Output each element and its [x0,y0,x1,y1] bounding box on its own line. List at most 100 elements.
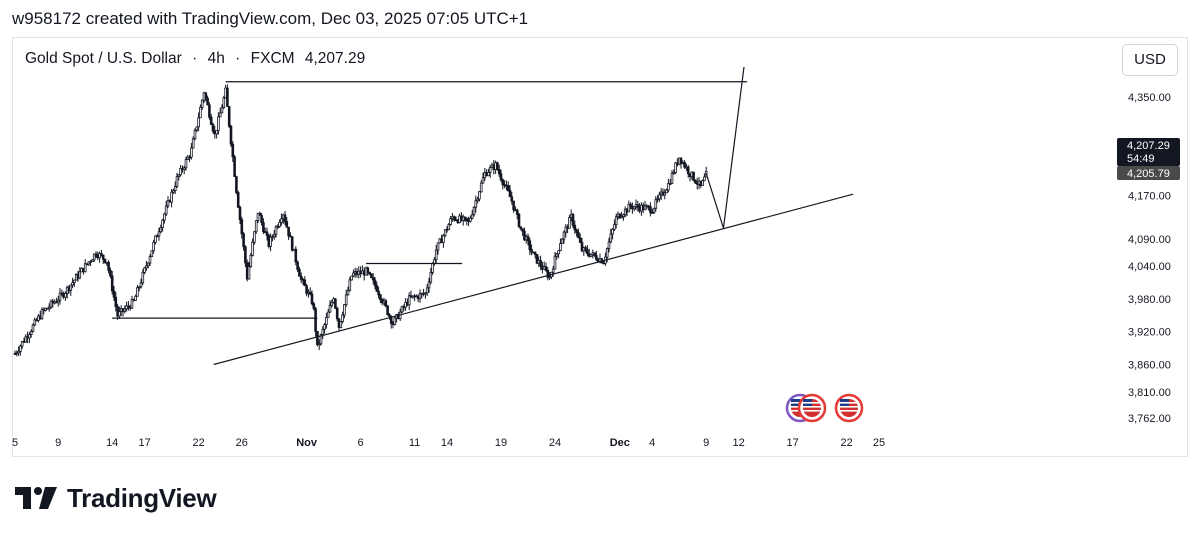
candle-body [150,250,154,257]
candle-body [469,217,472,222]
price-tick-label: 4,040.00 [1128,261,1171,273]
candle-body [98,253,101,259]
candle-body [195,126,199,131]
candle-body [64,293,67,298]
flag-stripe [803,410,821,412]
logo-text: TradingView [67,482,217,513]
price-tick-label: 3,860.00 [1128,360,1171,372]
candle-body [112,290,116,298]
candle-body [40,309,44,319]
currency-button[interactable]: USD [1122,44,1178,76]
candle-body [544,266,548,271]
tradingview-logo[interactable]: TradingView [15,482,217,513]
candle-body [314,308,317,332]
candle-body [449,218,452,225]
candle-body [515,209,519,215]
candle-body [49,300,53,308]
time-axis: 5 9 14 17 22 26 Nov 6 11 14 19 24 Dec 4 9 12 17 22 25 [12,437,885,449]
candle-body [110,275,114,292]
candle-body [339,321,343,328]
candle-body [226,87,229,107]
candle-body [618,213,622,219]
candle-body [670,172,674,184]
separator-dot: · [192,50,198,67]
time-tick-label: 14 [106,437,118,449]
candle-body [244,246,247,264]
symbol-legend[interactable]: Gold Spot / U.S. Dollar · 4h · FXCM 4,20… [25,50,371,68]
candle-body [427,281,431,289]
candle-body [499,173,503,181]
candle-body [510,196,514,202]
candle-body [182,167,186,171]
candle-body [553,255,557,270]
price-tick-label: 4,170.00 [1128,190,1171,202]
candle-body [379,294,382,301]
candle-body [535,254,539,264]
time-tick-label: 17 [138,437,150,449]
candle-body [434,249,438,261]
exchange-label: FXCM [250,50,295,67]
candle-body [366,267,370,273]
economic-event-icon[interactable] [834,393,864,423]
candle-body [368,271,371,275]
candles-layer [13,84,708,357]
candle-body [317,343,321,346]
candle-body [137,286,141,289]
candle-body [280,218,283,223]
price-tick-label: 4,090.00 [1128,234,1171,246]
candle-body [231,143,235,158]
candle-body [256,212,260,221]
candle-body [418,293,422,300]
candle-body [152,241,155,252]
candle-body [271,236,274,239]
candle-body [665,189,668,194]
time-tick-label: 14 [441,437,453,449]
candle-body [622,214,625,218]
candle-body [614,216,618,226]
last-price-legend: 4,207.29 [304,50,366,67]
candle-body [204,92,208,99]
candle-body [325,316,328,326]
candle-body [258,212,262,216]
candle-body [15,352,19,355]
candle-body [274,226,278,235]
candle-body [240,219,244,235]
candle-body [285,221,289,228]
candle-body [299,275,303,280]
candle-body [125,305,128,310]
candle-body [595,255,598,260]
ascending-trendline [213,193,854,366]
candle-body [352,272,355,277]
economic-event-icon[interactable] [797,393,827,423]
candle-body [548,276,551,279]
candle-body [294,248,298,263]
candle-body [249,254,253,267]
candle-body [159,227,163,233]
time-tick-label: 25 [873,437,885,449]
candle-body [107,261,110,271]
candle-body [632,206,636,210]
candle-body [607,241,611,249]
candle-body [24,336,28,343]
candle-body [236,192,240,208]
candle-body [319,334,323,345]
candle-body [443,229,447,236]
flag-stripe [840,410,858,412]
candle-body [312,303,316,309]
candle-body [208,104,211,118]
candle-body [539,260,542,267]
price-axis: 4,350.00 4,170.00 4,090.00 4,040.00 3,980.00… [1128,92,1171,425]
candle-body [668,183,672,185]
candle-body [568,217,571,229]
candle-body [148,256,152,264]
candle-body [393,317,397,326]
candle-body [139,282,143,288]
candle-body [166,200,170,207]
candle-body [694,179,697,184]
candle-body [164,205,168,215]
candle-body [343,304,346,316]
candle-body [577,232,580,239]
candle-body [551,268,555,273]
candle-body [559,243,562,251]
